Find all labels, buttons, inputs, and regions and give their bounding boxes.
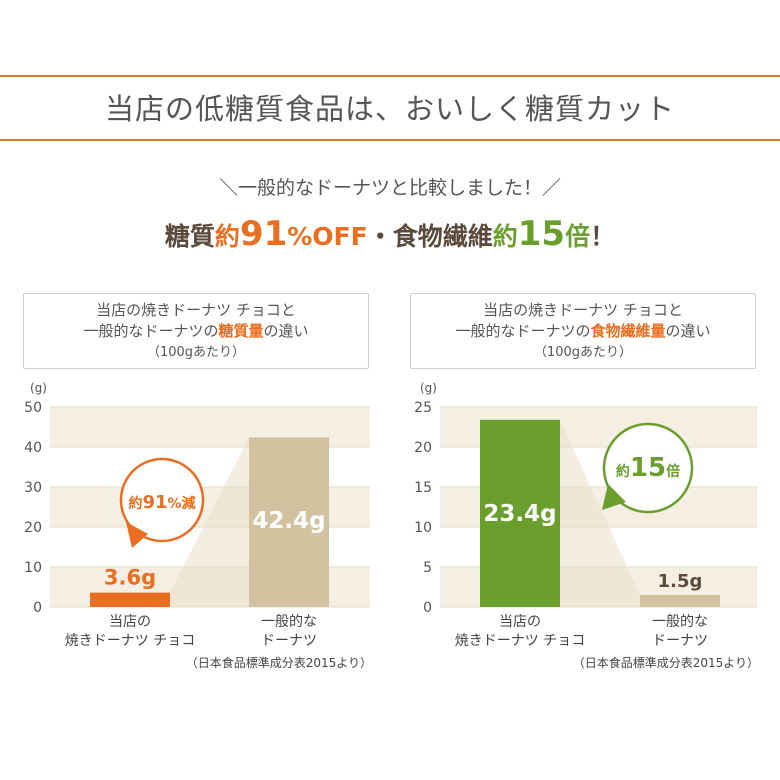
caption-text: 一般的なドーナツの — [83, 322, 219, 340]
header-rule-top — [0, 75, 780, 77]
headline: 糖質約91%OFF・食物繊維約15倍！ — [0, 214, 780, 254]
category-label: 一般的な — [261, 614, 317, 630]
source-note: （日本食品標準成分表2015より） — [573, 655, 759, 670]
caption-line: （100gあたり） — [146, 345, 246, 360]
callout-number: 15 — [630, 453, 666, 483]
header-rule-bottom — [0, 139, 780, 141]
y-tick-label: 40 — [24, 440, 42, 456]
intro-text: ＼一般的なドーナツと比較しました！／ — [218, 177, 561, 199]
y-tick-label: 20 — [24, 520, 42, 536]
callout-bubble — [119, 457, 205, 543]
headline-part: 約 — [214, 222, 240, 251]
callout-pointer — [602, 484, 626, 510]
headline-part: ・食物繊維 — [367, 222, 493, 251]
caption-text: の違い — [665, 322, 711, 340]
callout-bubble — [602, 422, 694, 514]
comparison-connector — [560, 419, 640, 607]
caption-line: 一般的なドーナツの食物繊維量の違い — [411, 321, 755, 342]
y-tick-label: 10 — [414, 520, 432, 536]
caption-text: の違い — [263, 322, 309, 340]
y-tick-label: 15 — [414, 480, 432, 496]
bar — [249, 437, 329, 607]
category-label: 焼きドーナツ チョコ — [455, 633, 585, 649]
source-note: （日本食品標準成分表2015より） — [186, 655, 372, 670]
callout-text: 約91%減 — [128, 492, 195, 513]
headline-percent: 91 — [239, 214, 288, 254]
data-label: 1.5g — [658, 571, 703, 592]
y-tick-label: 50 — [24, 400, 42, 416]
callout-text: 約15倍 — [616, 453, 680, 483]
caption-line: 当店の焼きドーナツ チョコと — [483, 301, 683, 319]
y-unit-label: (g) — [420, 381, 437, 395]
comparison-connector — [170, 437, 249, 607]
headline-part: 糖質 — [164, 222, 215, 251]
caption-highlight: 食物繊維量 — [590, 322, 666, 340]
category-label: 当店の — [109, 614, 151, 630]
chart-panel: 0 10 20 30 40 50 (g) 3.6g 42.4g 当店の焼きドーナツ チョコ 一般的な… — [24, 381, 372, 670]
category-label: ドーナツ — [652, 633, 708, 649]
caption-line: 当店の焼きドーナツ チョコと — [96, 301, 296, 319]
headline-part: 倍 — [565, 222, 591, 251]
callout-prefix: 約 — [616, 463, 630, 480]
data-label: 3.6g — [104, 566, 156, 590]
headline-part: 約 — [492, 222, 518, 251]
category-label: ドーナツ — [261, 633, 317, 649]
bar — [480, 419, 560, 607]
bar — [90, 592, 170, 607]
caption-line: 一般的なドーナツの糖質量の違い — [24, 321, 368, 342]
callout-pointer — [126, 522, 148, 548]
callout-number: 91 — [142, 492, 167, 513]
data-label: 23.4g — [483, 501, 556, 527]
y-tick-label: 0 — [423, 600, 432, 616]
page-title: 当店の低糖質食品は、おいしく糖質カット — [104, 92, 675, 126]
chart-panel: 0 5 10 15 20 25 (g) 23.4g 1.5g 当店の焼きドーナツ チョコ 一般的なド… — [414, 381, 759, 670]
y-tick-label: 0 — [33, 600, 42, 616]
headline-part: %OFF — [287, 222, 368, 251]
y-unit-label: (g) — [30, 381, 47, 395]
data-label: 42.4g — [252, 508, 325, 534]
chart-caption-sugar: 当店の焼きドーナツ チョコと 一般的なドーナツの糖質量の違い （100gあたり） — [23, 293, 369, 369]
caption-highlight: 糖質量 — [218, 322, 264, 340]
y-tick-label: 25 — [414, 400, 432, 416]
y-tick-label: 30 — [24, 480, 42, 496]
callout-suffix: 倍 — [666, 463, 680, 480]
headline-part: ！ — [590, 222, 616, 251]
category-label: 当店の — [499, 614, 541, 630]
y-tick-label: 20 — [414, 440, 432, 456]
bar — [640, 595, 720, 607]
y-tick-label: 5 — [423, 560, 432, 576]
category-label: 焼きドーナツ チョコ — [65, 633, 195, 649]
y-tick-label: 10 — [24, 560, 42, 576]
caption-line: （100gあたり） — [533, 345, 633, 360]
category-label: 一般的な — [652, 614, 708, 630]
headline-multiple: 15 — [517, 214, 566, 254]
caption-text: 一般的なドーナツの — [455, 322, 591, 340]
chart-caption-fiber: 当店の焼きドーナツ チョコと 一般的なドーナツの食物繊維量の違い （100gあた… — [410, 293, 756, 369]
callout-prefix: 約 — [128, 495, 142, 512]
callout-suffix: %減 — [168, 495, 196, 512]
